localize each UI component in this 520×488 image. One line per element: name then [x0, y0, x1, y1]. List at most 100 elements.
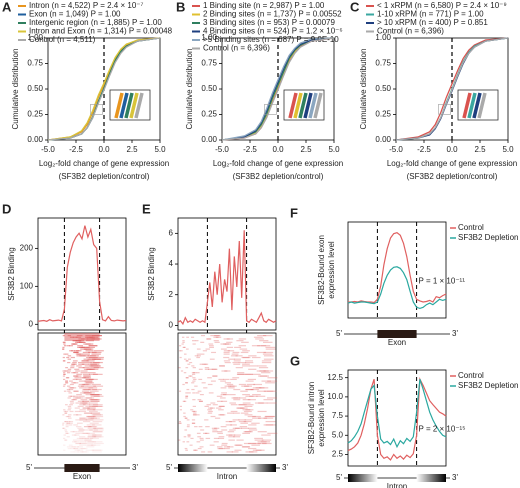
y-tick-label: 100 [20, 281, 34, 290]
heatmap-texture [74, 446, 80, 448]
heatmap-texture [254, 402, 264, 404]
heatmap-texture [207, 451, 213, 453]
heatmap-texture [241, 427, 249, 429]
heatmap-texture [200, 429, 205, 431]
heatmap-texture [218, 378, 224, 381]
heatmap-texture [192, 405, 196, 407]
exon-box-right [246, 464, 276, 472]
heatmap-texture [229, 429, 236, 431]
heatmap-texture [223, 378, 230, 381]
heatmap-texture [62, 424, 65, 426]
heatmap-texture [79, 442, 86, 445]
heatmap-texture [191, 410, 196, 413]
heatmap-texture [248, 368, 257, 370]
exon-box [377, 330, 417, 338]
heatmap-texture [66, 432, 70, 434]
heatmap-texture [191, 422, 196, 424]
heatmap-texture [265, 346, 276, 348]
heatmap-texture [77, 449, 84, 451]
heatmap-texture [191, 382, 195, 384]
heatmap-texture [63, 390, 67, 392]
heatmap-texture [89, 437, 99, 440]
x-tick-label: 2.5 [474, 145, 486, 154]
heatmap-texture [234, 449, 242, 451]
heatmap-texture [78, 363, 85, 365]
heatmap-texture [224, 370, 231, 372]
heatmap-texture [82, 388, 90, 391]
heatmap-texture [261, 434, 271, 436]
heatmap-texture [183, 346, 186, 348]
heatmap-texture [87, 436, 96, 438]
zoom-stroke [303, 92, 313, 119]
heatmap-texture [261, 380, 271, 382]
heatmap-texture [179, 409, 182, 411]
heatmap-texture [65, 426, 69, 428]
heatmap-texture [85, 441, 94, 443]
heatmap-texture [67, 358, 72, 360]
profile-line [177, 230, 277, 326]
heatmap-texture [89, 373, 98, 375]
heatmap-texture [221, 444, 228, 446]
heatmap-texture [75, 442, 81, 445]
heatmap-texture [246, 383, 256, 386]
heatmap-texture [74, 441, 80, 443]
heatmap-texture [86, 409, 95, 411]
heatmap-texture [91, 399, 101, 401]
heatmap-texture [241, 341, 249, 343]
heatmap-texture [84, 392, 92, 394]
heatmap-texture [65, 382, 69, 384]
heatmap-texture [212, 375, 218, 377]
heatmap-texture [221, 392, 227, 394]
heatmap-texture [228, 439, 235, 441]
heatmap-texture [85, 405, 94, 407]
heatmap-texture [78, 429, 85, 431]
heatmap-texture [77, 439, 84, 441]
heatmap-texture [93, 436, 104, 438]
heatmap-texture [232, 419, 240, 421]
heatmap-texture [63, 353, 66, 355]
heatmap-texture [89, 405, 98, 407]
heatmap-texture [69, 345, 73, 347]
x-tick-label: 5.0 [502, 145, 514, 154]
heatmap-texture [80, 447, 88, 450]
heatmap-texture [77, 400, 84, 402]
gene-5prime: 5' [336, 473, 342, 482]
heatmap-texture [236, 373, 245, 375]
heatmap-texture [185, 360, 189, 362]
y-axis-label: SF3B2 Binding [7, 247, 16, 300]
heatmap-texture [238, 345, 246, 347]
plot-frame [347, 221, 447, 319]
heatmap-texture [70, 451, 75, 453]
heatmap-texture [80, 346, 88, 348]
heatmap-texture [266, 390, 277, 392]
heatmap-texture [91, 358, 102, 360]
heatmap-texture [81, 383, 89, 386]
heatmap-texture [69, 420, 74, 423]
y-tick-label: 7.5 [332, 411, 344, 420]
heatmap-texture [261, 439, 272, 441]
heatmap-texture [73, 397, 78, 399]
p-value-annotation: P = 2 × 10⁻¹⁵ [419, 425, 466, 434]
heatmap-texture [93, 361, 103, 364]
legend-label: Control (n = 6,396) [377, 27, 444, 36]
heatmap-texture [239, 426, 248, 428]
cdf-line [395, 37, 509, 141]
heatmap-texture [92, 404, 103, 406]
heatmap-texture [75, 426, 82, 428]
heatmap-texture [79, 409, 86, 411]
heatmap-texture [188, 434, 192, 436]
y-tick-label: 0.75 [201, 59, 217, 68]
heatmap-texture [188, 375, 192, 377]
heatmap-texture [218, 409, 224, 411]
heatmap-texture [263, 390, 274, 392]
heatmap-texture [182, 441, 185, 443]
y-tick-label: 0.25 [375, 110, 391, 119]
heatmap-texture [64, 439, 68, 441]
heatmap-texture [83, 426, 92, 428]
exon-box-right [416, 474, 446, 482]
heatmap-texture [191, 340, 196, 342]
legend-label: Control [458, 371, 484, 380]
y-tick-label: 0.00 [375, 135, 391, 144]
heatmap-texture [232, 377, 240, 379]
heatmap-texture [215, 336, 222, 338]
